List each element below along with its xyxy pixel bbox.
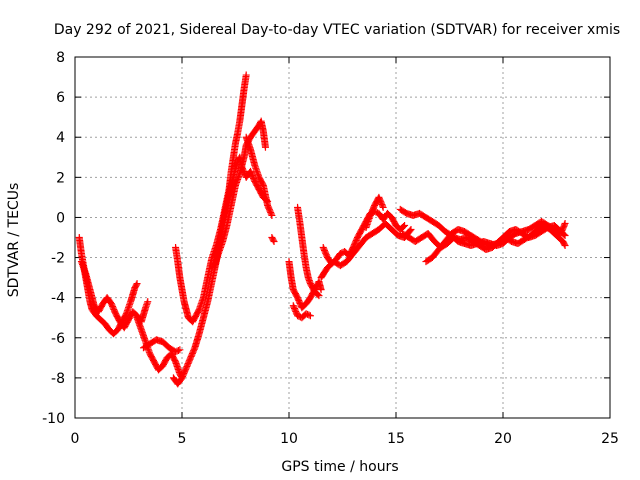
y-tick-label: -2	[51, 251, 65, 267]
grid-lines	[75, 57, 610, 418]
y-tick-label: 2	[56, 170, 65, 186]
data-point	[306, 312, 314, 320]
data-point	[561, 231, 569, 239]
data-point	[242, 71, 250, 79]
x-tick-label: 0	[71, 431, 80, 447]
x-tick-label: 20	[494, 431, 512, 447]
y-tick-label: 8	[56, 50, 65, 66]
data-point	[176, 346, 184, 354]
data-point	[560, 221, 568, 229]
y-axis-label: SDTVAR / TECUs	[6, 183, 22, 298]
x-tick-label: 15	[387, 431, 405, 447]
data-point	[560, 240, 568, 248]
y-tick-label: -4	[51, 291, 65, 307]
data-point	[560, 230, 568, 238]
data-point	[379, 203, 387, 211]
chart-title: Day 292 of 2021, Sidereal Day-to-day VTE…	[54, 22, 620, 38]
data-point	[401, 221, 409, 229]
data-point	[267, 210, 275, 218]
data-point	[561, 242, 569, 250]
data-point	[406, 227, 414, 235]
y-tick-label: -8	[51, 371, 65, 387]
data-point	[305, 311, 313, 319]
y-tick-label: -6	[51, 331, 65, 347]
x-tick-label: 5	[178, 431, 187, 447]
data-point	[314, 291, 322, 299]
axis-ticks	[74, 56, 611, 419]
x-tick-label: 10	[280, 431, 298, 447]
x-axis-label: GPS time / hours	[281, 459, 398, 475]
data-point	[261, 143, 269, 151]
y-tick-labels: -10 -8 -6 -4 -2 0 2 4 6 8	[42, 50, 65, 427]
plot-frame	[74, 56, 611, 419]
x-tick-label: 25	[601, 431, 619, 447]
y-tick-label: -10	[42, 411, 65, 427]
y-tick-label: 4	[56, 130, 65, 146]
data-point	[315, 292, 323, 300]
data-point	[174, 346, 182, 354]
y-tick-label: 0	[56, 210, 65, 226]
data-point	[399, 222, 407, 230]
y-tick-label: 6	[56, 90, 65, 106]
data-point	[561, 219, 569, 227]
data-points	[75, 71, 569, 388]
data-point	[317, 286, 325, 294]
data-point	[268, 211, 276, 219]
data-point	[270, 238, 278, 246]
data-point	[133, 280, 141, 288]
data-point	[407, 225, 415, 233]
x-tick-labels: 0 5 10 15 20 25	[71, 431, 619, 447]
data-point	[144, 298, 152, 306]
data-point	[269, 236, 277, 244]
data-point	[132, 281, 140, 289]
data-point	[379, 202, 387, 210]
